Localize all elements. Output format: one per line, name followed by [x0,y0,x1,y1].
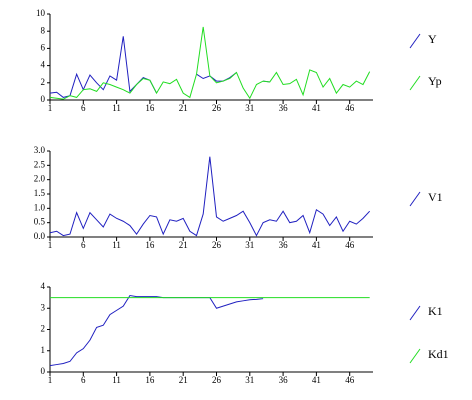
x-tick-label: 6 [81,240,86,250]
y-tick-label: 3.0 [34,145,46,155]
y-tick-label: 0.0 [34,231,46,241]
legend-label: V1 [428,190,443,204]
x-tick-label: 31 [245,375,254,385]
x-tick-label: 26 [212,240,222,250]
x-tick-label: 46 [345,240,355,250]
y-tick-label: 2 [41,324,46,334]
y-tick-label: 2.0 [34,174,46,184]
y-tick-label: 10 [36,8,46,18]
x-tick-label: 6 [81,103,86,113]
x-tick-label: 26 [212,103,222,113]
x-tick-label: 31 [245,240,254,250]
legend-label: K1 [428,304,443,318]
y-tick-label: 2 [41,77,46,87]
x-tick-label: 1 [48,103,53,113]
series-line [196,72,237,82]
x-tick-label: 21 [179,240,188,250]
legend-symbol [409,75,421,91]
y-tick-label: 0.5 [34,217,46,227]
x-tick-label: 11 [112,240,121,250]
y-tick-label: 4 [41,281,46,291]
y-tick-label: 0 [41,366,46,376]
series-line [49,36,158,98]
y-tick-label: 6 [41,42,46,52]
y-tick-label: 2.5 [34,159,46,169]
y-tick-label: 1 [41,345,46,355]
y-tick-label: 3 [41,302,46,312]
series-line [49,294,264,367]
x-tick-label: 16 [145,240,155,250]
x-tick-label: 41 [312,375,321,385]
x-tick-label: 36 [279,375,289,385]
y-tick-label: 1.5 [34,188,46,198]
x-tick-label: 41 [312,103,321,113]
legend-label: Kd1 [428,347,449,361]
x-tick-label: 26 [212,375,222,385]
x-tick-label: 6 [81,375,86,385]
x-tick-label: 46 [345,375,355,385]
x-tick-label: 11 [112,103,121,113]
legend-symbol [409,305,421,321]
x-tick-label: 36 [279,103,289,113]
series-line [49,26,371,100]
legend-symbol [409,33,421,49]
series-line [49,156,371,237]
y-tick-label: 8 [41,25,46,35]
x-tick-label: 11 [112,375,121,385]
legend-label: Yp [428,74,442,88]
legend-symbol [409,348,421,364]
x-tick-label: 21 [179,375,188,385]
x-tick-label: 1 [48,240,53,250]
x-tick-label: 31 [245,103,254,113]
y-tick-label: 4 [41,60,46,70]
legend-label: Y [428,32,437,46]
y-tick-label: 0 [41,94,46,104]
legend-symbol [409,191,421,207]
x-tick-label: 36 [279,240,289,250]
x-tick-label: 21 [179,103,188,113]
x-tick-label: 41 [312,240,321,250]
x-tick-label: 1 [48,375,53,385]
x-tick-label: 46 [345,103,355,113]
x-tick-label: 16 [145,103,155,113]
x-tick-label: 16 [145,375,155,385]
y-tick-label: 1.0 [34,202,46,212]
